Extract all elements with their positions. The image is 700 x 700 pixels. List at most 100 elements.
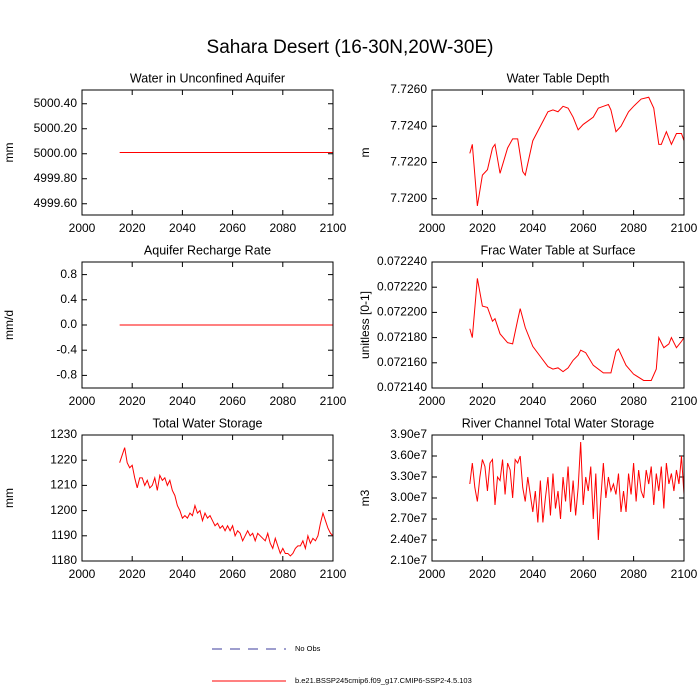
- panel: River Channel Total Water Storage m3 2000 2…: [358, 416, 697, 581]
- y-axis-label: mm/d: [2, 310, 16, 340]
- x-tick-label: 2020: [469, 221, 496, 235]
- y-tick-label: 0.8: [60, 267, 77, 281]
- plot-frame: [81, 89, 334, 216]
- y-tick-label: 0.4: [60, 292, 77, 306]
- x-tick-label: 2100: [320, 567, 347, 581]
- data-line: [469, 96, 685, 207]
- y-tick-label: 7.7200: [390, 191, 427, 205]
- x-tick-label: 2100: [320, 394, 347, 408]
- y-tick-label: 5000.40: [34, 96, 78, 110]
- x-tick-label: 2060: [570, 221, 597, 235]
- panel: Frac Water Table at Surface unitless [0-1…: [358, 243, 697, 408]
- y-tick-label: 4999.60: [34, 196, 78, 210]
- x-tick-label: 2100: [671, 567, 698, 581]
- y-tick-label: 0.072140: [377, 380, 427, 394]
- y-tick-label: 7.7240: [390, 118, 427, 132]
- x-tick-label: 2080: [620, 221, 647, 235]
- x-tick-label: 2020: [469, 394, 496, 408]
- x-tick-label: 2060: [570, 394, 597, 408]
- y-tick-label: 0.0: [60, 317, 77, 331]
- x-tick-label: 2080: [269, 394, 296, 408]
- panel: Water Table Depth m 2000 2020 2040 2060 2080 21…: [358, 71, 697, 235]
- plot-frame: [431, 261, 685, 389]
- y-tick-label: 0.072200: [377, 305, 427, 319]
- x-tick-label: 2080: [620, 394, 647, 408]
- plot-frame: [431, 434, 685, 562]
- panel: Total Water Storage mm 2000 2020 2040 2060 208…: [2, 416, 346, 581]
- y-tick-label: 1190: [51, 528, 77, 542]
- x-tick-label: 2080: [620, 567, 647, 581]
- x-tick-label: 2060: [219, 394, 246, 408]
- y-tick-label: 2.40e7: [390, 532, 427, 546]
- y-tick-label: 1180: [51, 553, 77, 567]
- panel-title: River Channel Total Water Storage: [462, 416, 655, 430]
- x-tick-label: 2060: [219, 567, 246, 581]
- x-tick-label: 2040: [169, 394, 196, 408]
- y-tick-label: 3.60e7: [390, 448, 427, 462]
- y-tick-label: 3.30e7: [390, 469, 427, 483]
- x-tick-label: 2000: [419, 394, 446, 408]
- x-tick-label: 2040: [169, 221, 196, 235]
- figure-title: Sahara Desert (16-30N,20W-30E): [207, 37, 494, 58]
- y-tick-label: 0.072220: [377, 279, 427, 293]
- y-tick-label: -0.4: [56, 342, 77, 356]
- data-line: [469, 441, 685, 541]
- x-tick-label: 2040: [519, 221, 546, 235]
- y-tick-label: 0.072240: [377, 254, 427, 268]
- y-axis-label: m3: [358, 489, 372, 506]
- y-tick-label: 3.00e7: [390, 490, 427, 504]
- y-axis-label: m: [358, 148, 372, 158]
- data-line: [469, 278, 685, 381]
- plot-frame: [431, 89, 685, 216]
- panel-title: Water Table Depth: [507, 71, 610, 85]
- x-tick-label: 2000: [419, 221, 446, 235]
- y-tick-label: -0.8: [56, 368, 77, 382]
- plot-frame: [81, 434, 334, 562]
- x-tick-label: 2060: [570, 567, 597, 581]
- y-tick-label: 5000.00: [34, 146, 78, 160]
- panel-title: Total Water Storage: [152, 416, 262, 430]
- panel: Water in Unconfined Aquifer mm 2000 2020 204…: [2, 71, 346, 235]
- y-tick-label: 7.7260: [390, 82, 427, 96]
- y-tick-label: 1230: [50, 427, 77, 441]
- y-tick-label: 5000.20: [34, 121, 78, 135]
- x-tick-label: 2080: [269, 567, 296, 581]
- x-tick-label: 2000: [69, 394, 96, 408]
- y-axis-label: mm: [2, 488, 16, 508]
- x-tick-label: 2000: [69, 221, 96, 235]
- x-tick-label: 2060: [219, 221, 246, 235]
- y-tick-label: 1210: [50, 478, 77, 492]
- x-tick-label: 2040: [519, 567, 546, 581]
- x-tick-label: 2080: [269, 221, 296, 235]
- y-tick-label: 1220: [50, 452, 77, 466]
- y-tick-label: 4999.80: [34, 171, 78, 185]
- data-line: [119, 447, 334, 557]
- y-tick-label: 1200: [50, 503, 77, 517]
- x-tick-label: 2100: [671, 221, 698, 235]
- x-tick-label: 2040: [169, 567, 196, 581]
- y-tick-label: 0.072180: [377, 330, 427, 344]
- y-tick-label: 0.072160: [377, 355, 427, 369]
- y-tick-label: 2.70e7: [390, 511, 427, 525]
- y-tick-label: 7.7220: [390, 155, 427, 169]
- x-tick-label: 2000: [69, 567, 96, 581]
- legend-label: b.e21.BSSP245cmip6.f09_g17.CMIP6-SSP2-4.…: [295, 676, 472, 685]
- plot-frame: [81, 261, 334, 389]
- panel-title: Frac Water Table at Surface: [481, 243, 636, 257]
- x-tick-label: 2000: [419, 567, 446, 581]
- legend-label: No Obs: [295, 644, 321, 653]
- x-tick-label: 2020: [119, 221, 146, 235]
- x-tick-label: 2020: [469, 567, 496, 581]
- x-tick-label: 2100: [320, 221, 347, 235]
- panel-title: Aquifer Recharge Rate: [144, 243, 271, 257]
- panel-title: Water in Unconfined Aquifer: [130, 71, 285, 85]
- y-axis-label: mm: [2, 143, 16, 163]
- x-tick-label: 2020: [119, 567, 146, 581]
- panel: Aquifer Recharge Rate mm/d 2000 2020 2040 206…: [2, 243, 346, 408]
- x-tick-label: 2040: [519, 394, 546, 408]
- y-tick-label: 3.90e7: [390, 427, 427, 441]
- x-tick-label: 2100: [671, 394, 698, 408]
- x-tick-label: 2020: [119, 394, 146, 408]
- y-axis-label: unitless [0-1]: [358, 291, 372, 359]
